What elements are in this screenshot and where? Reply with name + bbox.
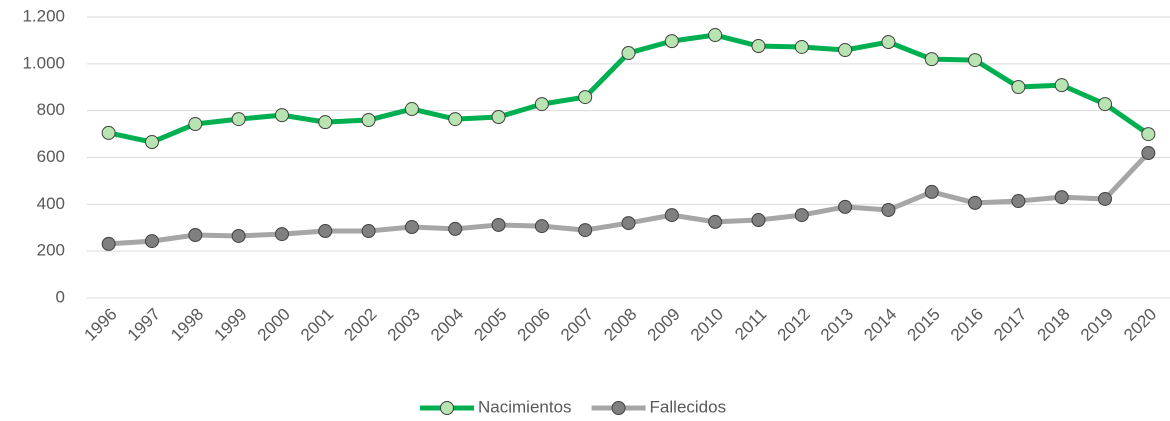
x-tick-label: 2011 (731, 305, 770, 344)
point-marker (231, 112, 246, 127)
point-marker (491, 109, 506, 124)
point-marker (751, 39, 766, 54)
x-tick-label: 1998 (167, 305, 207, 345)
x-tick-label: 2004 (427, 305, 467, 345)
point-marker (318, 224, 333, 239)
x-tick-label: 2013 (817, 305, 857, 345)
x-tick-label: 2001 (297, 305, 337, 345)
point-marker (664, 34, 679, 49)
x-tick-label: 1997 (124, 305, 164, 345)
x-tick-label: 2016 (947, 305, 987, 345)
point-marker (1011, 194, 1026, 209)
y-tick-label: 400 (37, 194, 65, 213)
point-marker (924, 184, 939, 199)
x-tick-label: 2003 (384, 305, 424, 345)
x-tick-label: 1996 (80, 305, 120, 345)
point-marker (751, 213, 766, 228)
x-tick-label: 2019 (1077, 305, 1117, 345)
point-marker (621, 216, 636, 231)
x-tick-label: 2009 (644, 305, 684, 345)
point-marker (708, 214, 723, 229)
legend-label: Fallecidos (650, 397, 727, 416)
point-marker (188, 117, 203, 132)
point-marker (491, 217, 506, 232)
point-marker (534, 219, 549, 234)
x-tick-label: 2015 (904, 305, 944, 345)
x-tick-label: 2012 (774, 305, 814, 345)
x-tick-label: 2017 (990, 305, 1030, 345)
point-marker (448, 221, 463, 236)
point-marker (794, 39, 809, 54)
point-marker (881, 202, 896, 217)
x-tick-label: 2018 (1034, 305, 1074, 345)
x-tick-label: 2000 (254, 305, 294, 345)
point-marker (274, 108, 289, 123)
point-marker (621, 46, 636, 61)
point-marker (794, 208, 809, 223)
point-marker (361, 224, 376, 239)
point-marker (101, 125, 116, 140)
x-tick-label: 2010 (687, 305, 727, 345)
point-marker (404, 220, 419, 235)
legend-label: Nacimientos (478, 397, 572, 416)
point-marker (231, 228, 246, 243)
point-marker (101, 236, 116, 251)
x-tick-label: 2002 (340, 305, 380, 345)
series-line (108, 151, 1151, 247)
y-tick-label: 800 (37, 100, 65, 119)
point-marker (404, 102, 419, 117)
y-tick-label: 1.000 (22, 53, 65, 72)
point-marker (144, 135, 159, 150)
x-tick-label: 1999 (210, 305, 250, 345)
x-tick-label: 2020 (1120, 305, 1160, 345)
point-marker (838, 43, 853, 58)
point-marker (664, 208, 679, 223)
point-marker (838, 199, 853, 214)
point-marker (361, 113, 376, 128)
point-marker (968, 195, 983, 210)
point-marker (1054, 190, 1069, 205)
legend-marker (440, 401, 454, 415)
y-tick-label: 0 (56, 287, 65, 306)
point-marker (144, 234, 159, 249)
point-marker (318, 115, 333, 130)
point-marker (1141, 127, 1156, 142)
point-marker (578, 90, 593, 105)
point-marker (578, 223, 593, 238)
x-tick-label: 2007 (557, 305, 597, 345)
y-tick-label: 200 (37, 241, 65, 260)
x-tick-label: 2008 (600, 305, 640, 345)
point-marker (1054, 78, 1069, 93)
point-marker (968, 53, 983, 68)
x-tick-label: 2005 (470, 305, 510, 345)
x-tick-label: 2014 (860, 305, 900, 345)
point-marker (1011, 80, 1026, 95)
y-tick-label: 1.200 (22, 6, 65, 25)
point-marker (924, 52, 939, 67)
point-marker (448, 112, 463, 127)
point-marker (881, 35, 896, 50)
legend-marker (611, 401, 626, 415)
point-marker (708, 28, 723, 43)
point-marker (188, 228, 203, 243)
point-marker (274, 227, 289, 242)
point-marker (1141, 146, 1156, 161)
y-tick-label: 600 (37, 147, 65, 166)
x-tick-label: 2006 (514, 305, 554, 345)
point-marker (534, 97, 549, 112)
point-marker (1098, 191, 1113, 206)
point-marker (1098, 97, 1113, 112)
